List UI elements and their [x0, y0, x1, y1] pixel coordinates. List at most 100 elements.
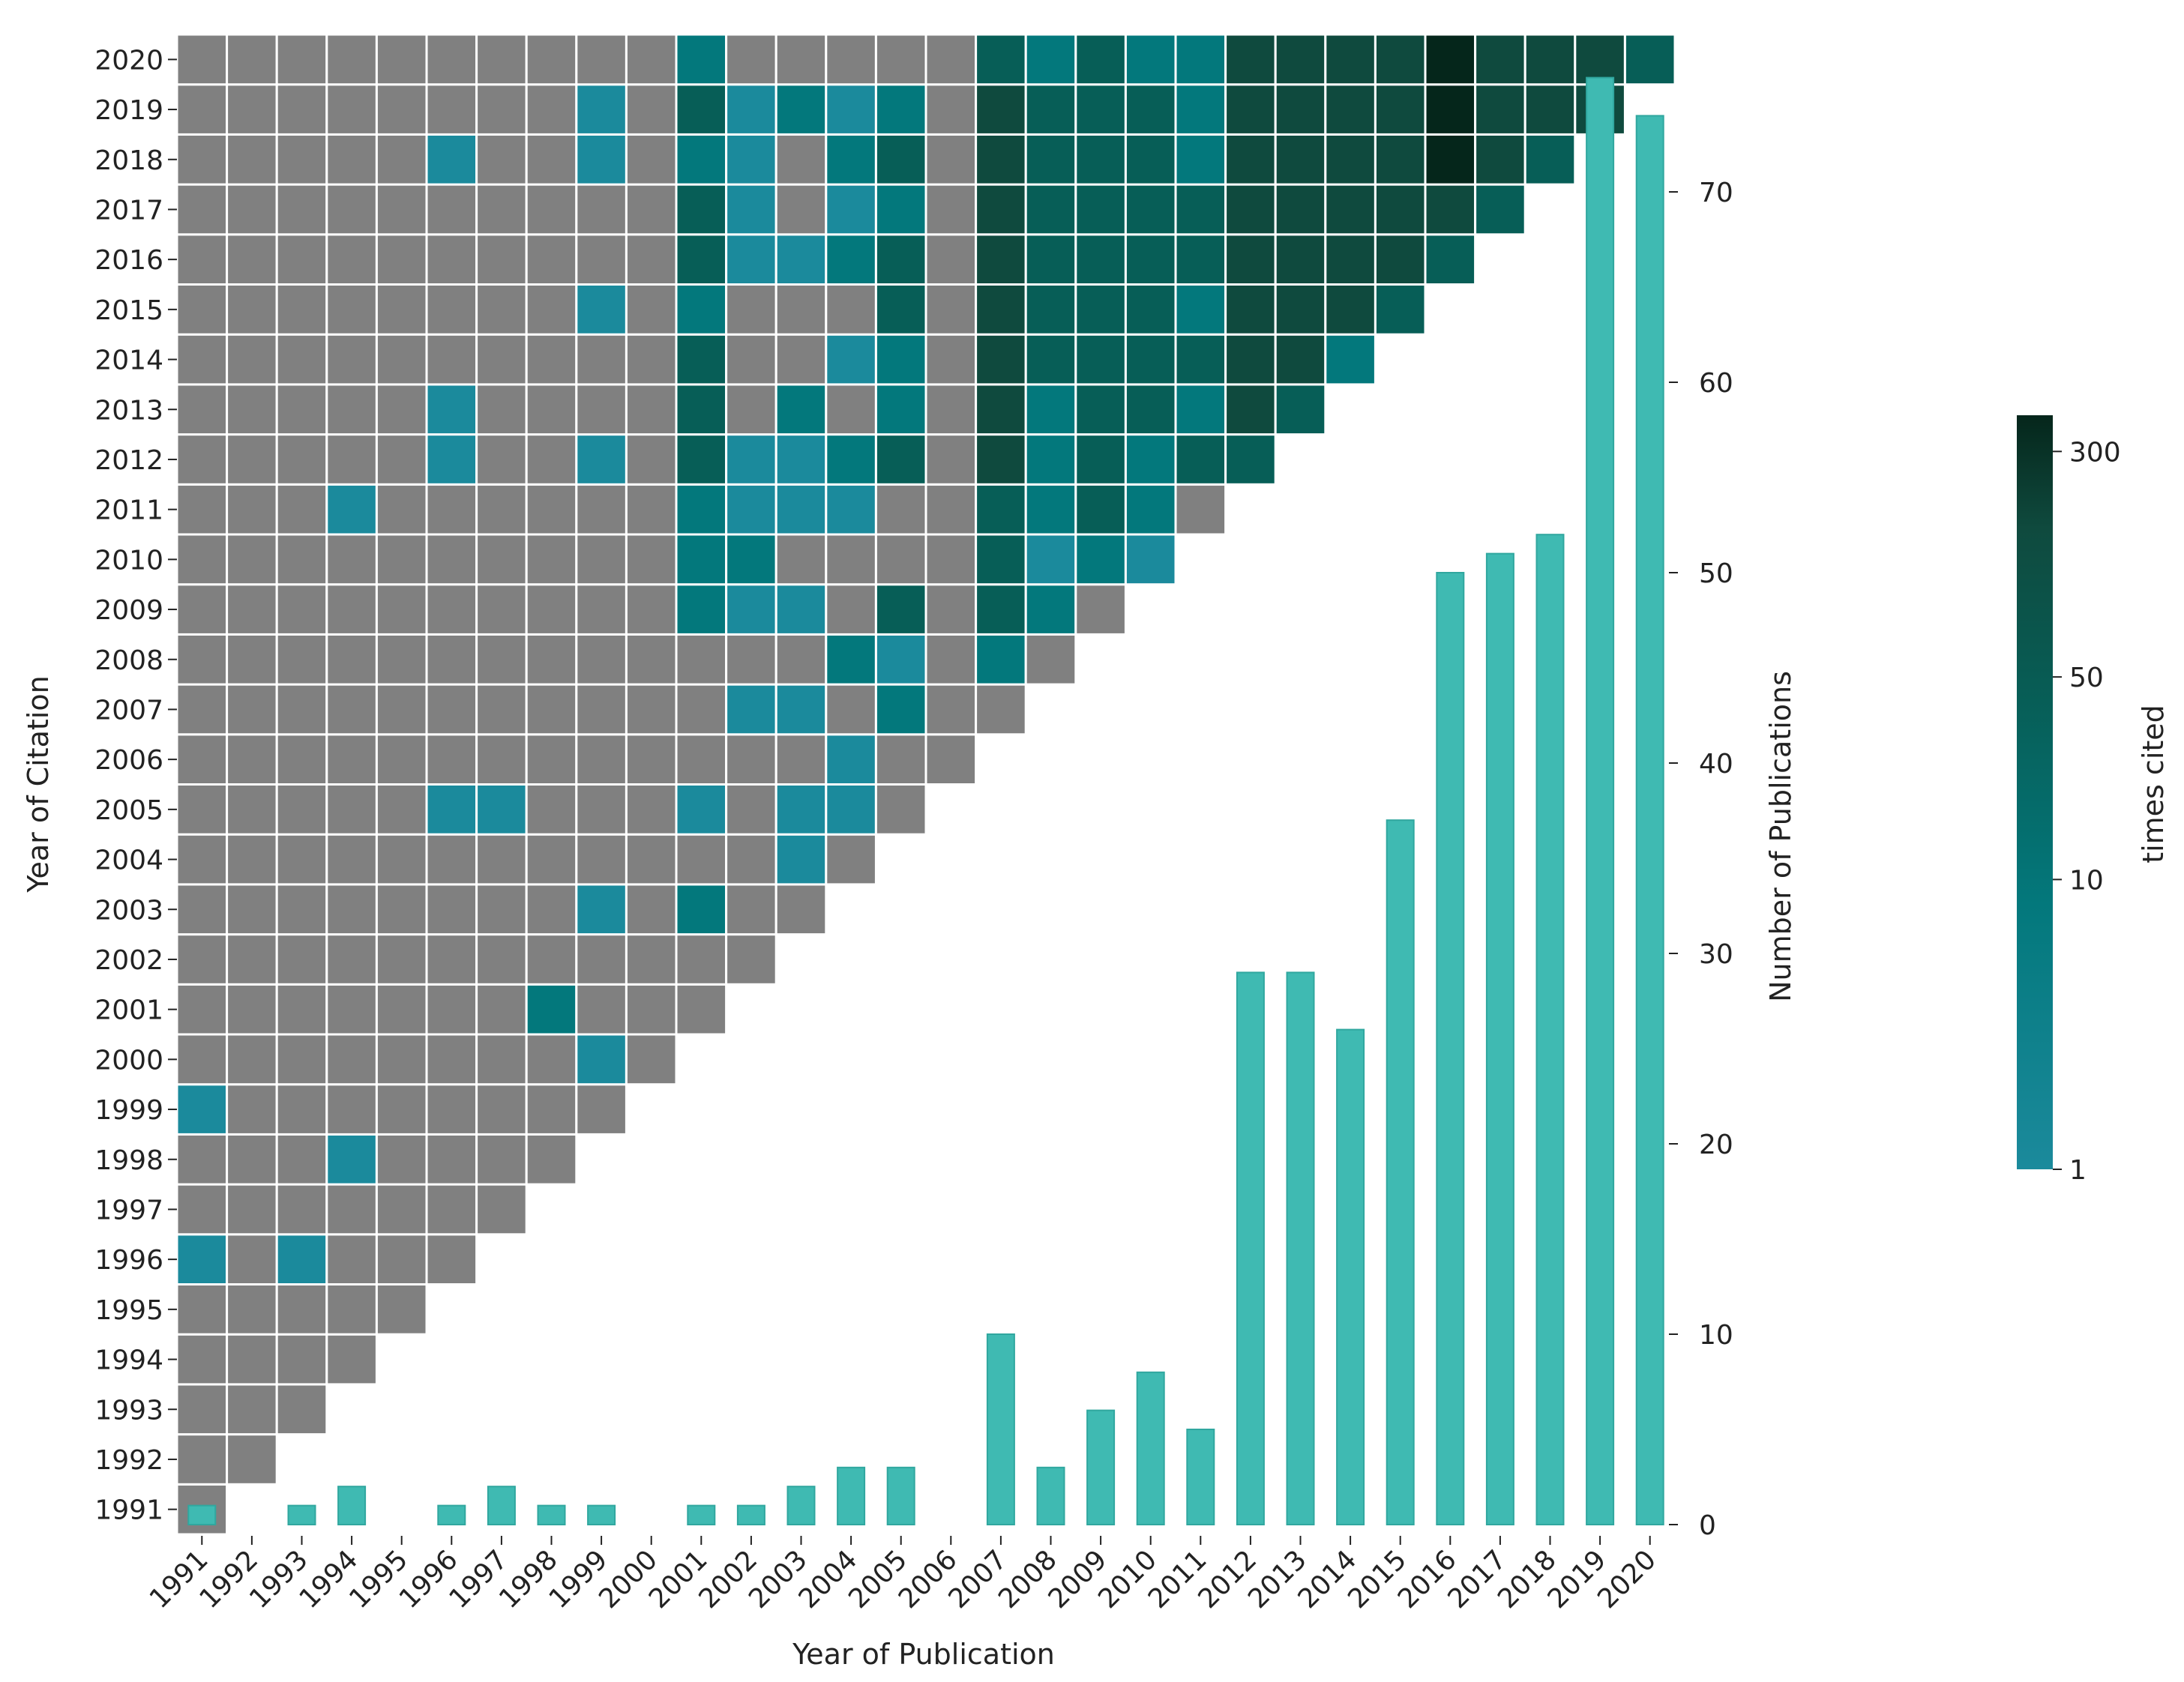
right-tick-label: 20: [1699, 1130, 1733, 1160]
x-tick-label: 2016: [1392, 1544, 1463, 1615]
heatmap-cell: [325, 283, 378, 336]
x-tick-label: 2019: [1542, 1544, 1613, 1615]
heatmap-cell: [1124, 133, 1177, 186]
heatmap-cell: [175, 1033, 229, 1086]
heatmap-cell: [1174, 383, 1227, 436]
heatmap-cell: [1523, 83, 1577, 136]
heatmap-cell: [226, 983, 278, 1036]
heatmap-cell: [1374, 283, 1427, 336]
x-tick-label: 1993: [244, 1544, 314, 1615]
heatmap-cell: [575, 433, 628, 486]
heatmap-cell: [575, 683, 628, 736]
heatmap-cell: [1174, 183, 1227, 236]
heatmap-cell: [1174, 233, 1227, 286]
heatmap-cell: [175, 33, 229, 86]
heatmap-cell: [1424, 183, 1477, 236]
publication-bar: [1336, 1028, 1365, 1525]
publication-bar: [1236, 971, 1265, 1525]
x-tick-label: 2008: [993, 1544, 1063, 1615]
heatmap-cell: [425, 1183, 478, 1236]
publication-bar: [437, 1504, 466, 1525]
right-tick-label: 30: [1699, 939, 1733, 970]
heatmap-cell: [774, 433, 828, 486]
heatmap-cell: [874, 183, 927, 236]
y-tick-label: 2017: [94, 195, 163, 226]
heatmap-cell: [874, 233, 927, 286]
heatmap-cell: [226, 33, 278, 86]
heatmap-cell: [575, 383, 628, 436]
heatmap-cell: [825, 233, 877, 286]
heatmap-cell: [924, 733, 978, 786]
heatmap-cell: [325, 983, 378, 1036]
x-tick-label: 1998: [493, 1544, 564, 1615]
heatmap-cell: [575, 933, 628, 986]
heatmap-cell: [975, 633, 1027, 686]
heatmap-cell: [325, 883, 378, 936]
heatmap-cell: [325, 483, 378, 536]
heatmap-cell: [825, 833, 877, 886]
heatmap-cell: [375, 633, 428, 686]
heatmap-cell: [275, 783, 328, 836]
heatmap-cell: [325, 233, 378, 286]
heatmap-cell: [275, 883, 328, 936]
heatmap-cell: [175, 183, 229, 236]
heatmap-cell: [425, 1133, 478, 1186]
heatmap-cell: [975, 133, 1027, 186]
y-tick-label: 2014: [94, 346, 163, 376]
heatmap-cell: [975, 383, 1027, 436]
heatmap-cell: [226, 683, 278, 736]
y-tick-label: 2016: [94, 245, 163, 276]
heatmap-cell: [975, 183, 1027, 236]
heatmap-cell: [425, 933, 478, 986]
heatmap-cell: [375, 133, 428, 186]
heatmap-cell: [525, 833, 578, 886]
heatmap-cell: [1074, 383, 1127, 436]
heatmap-cell: [825, 733, 877, 786]
heatmap-cell: [774, 483, 828, 536]
publication-bar: [886, 1466, 915, 1526]
heatmap-cell: [325, 1333, 378, 1386]
heatmap-cell: [525, 183, 578, 236]
colorbar-tick-label: 10: [2069, 865, 2104, 896]
heatmap-cell: [924, 33, 978, 86]
heatmap-cell: [1174, 333, 1227, 386]
heatmap-cell: [525, 533, 578, 586]
heatmap-cell: [325, 383, 378, 436]
heatmap-cell: [924, 633, 978, 686]
heatmap-cell: [325, 633, 378, 686]
heatmap-cell: [575, 983, 628, 1036]
heatmap-cell: [525, 1083, 578, 1136]
publication-bar: [337, 1486, 367, 1525]
heatmap-cell: [475, 433, 528, 486]
heatmap-cell: [1274, 383, 1327, 436]
right-tick-label: 50: [1699, 558, 1733, 589]
heatmap-cell: [1074, 433, 1127, 486]
heatmap-cell: [575, 833, 628, 886]
heatmap-cell: [774, 733, 828, 786]
y-tick-label: 1999: [94, 1095, 163, 1126]
heatmap-cell: [675, 683, 728, 736]
heatmap-cell: [226, 283, 278, 336]
heatmap-cell: [725, 33, 777, 86]
publication-year-axis: 1991199219931994199519961997199819992000…: [144, 1536, 1662, 1615]
y-tick-label: 2011: [94, 495, 163, 526]
heatmap-cell: [924, 483, 978, 536]
heatmap-cell: [425, 733, 478, 786]
heatmap-cell: [1224, 133, 1277, 186]
heatmap-cell: [1174, 133, 1227, 186]
heatmap-cell: [525, 883, 578, 936]
heatmap-cell: [874, 33, 927, 86]
heatmap-cell: [975, 333, 1027, 386]
heatmap-cell: [1274, 233, 1327, 286]
heatmap-cell: [325, 1083, 378, 1136]
heatmap-cell: [275, 83, 328, 136]
heatmap-cell: [1474, 83, 1526, 136]
heatmap-cell: [275, 933, 328, 986]
heatmap-cell: [175, 483, 229, 536]
x-tick-label: 2006: [893, 1544, 963, 1615]
heatmap-cell: [1374, 133, 1427, 186]
heatmap-cell: [575, 1033, 628, 1086]
heatmap-cell: [325, 583, 378, 636]
heatmap-cell: [175, 833, 229, 886]
heatmap-cell: [275, 133, 328, 186]
